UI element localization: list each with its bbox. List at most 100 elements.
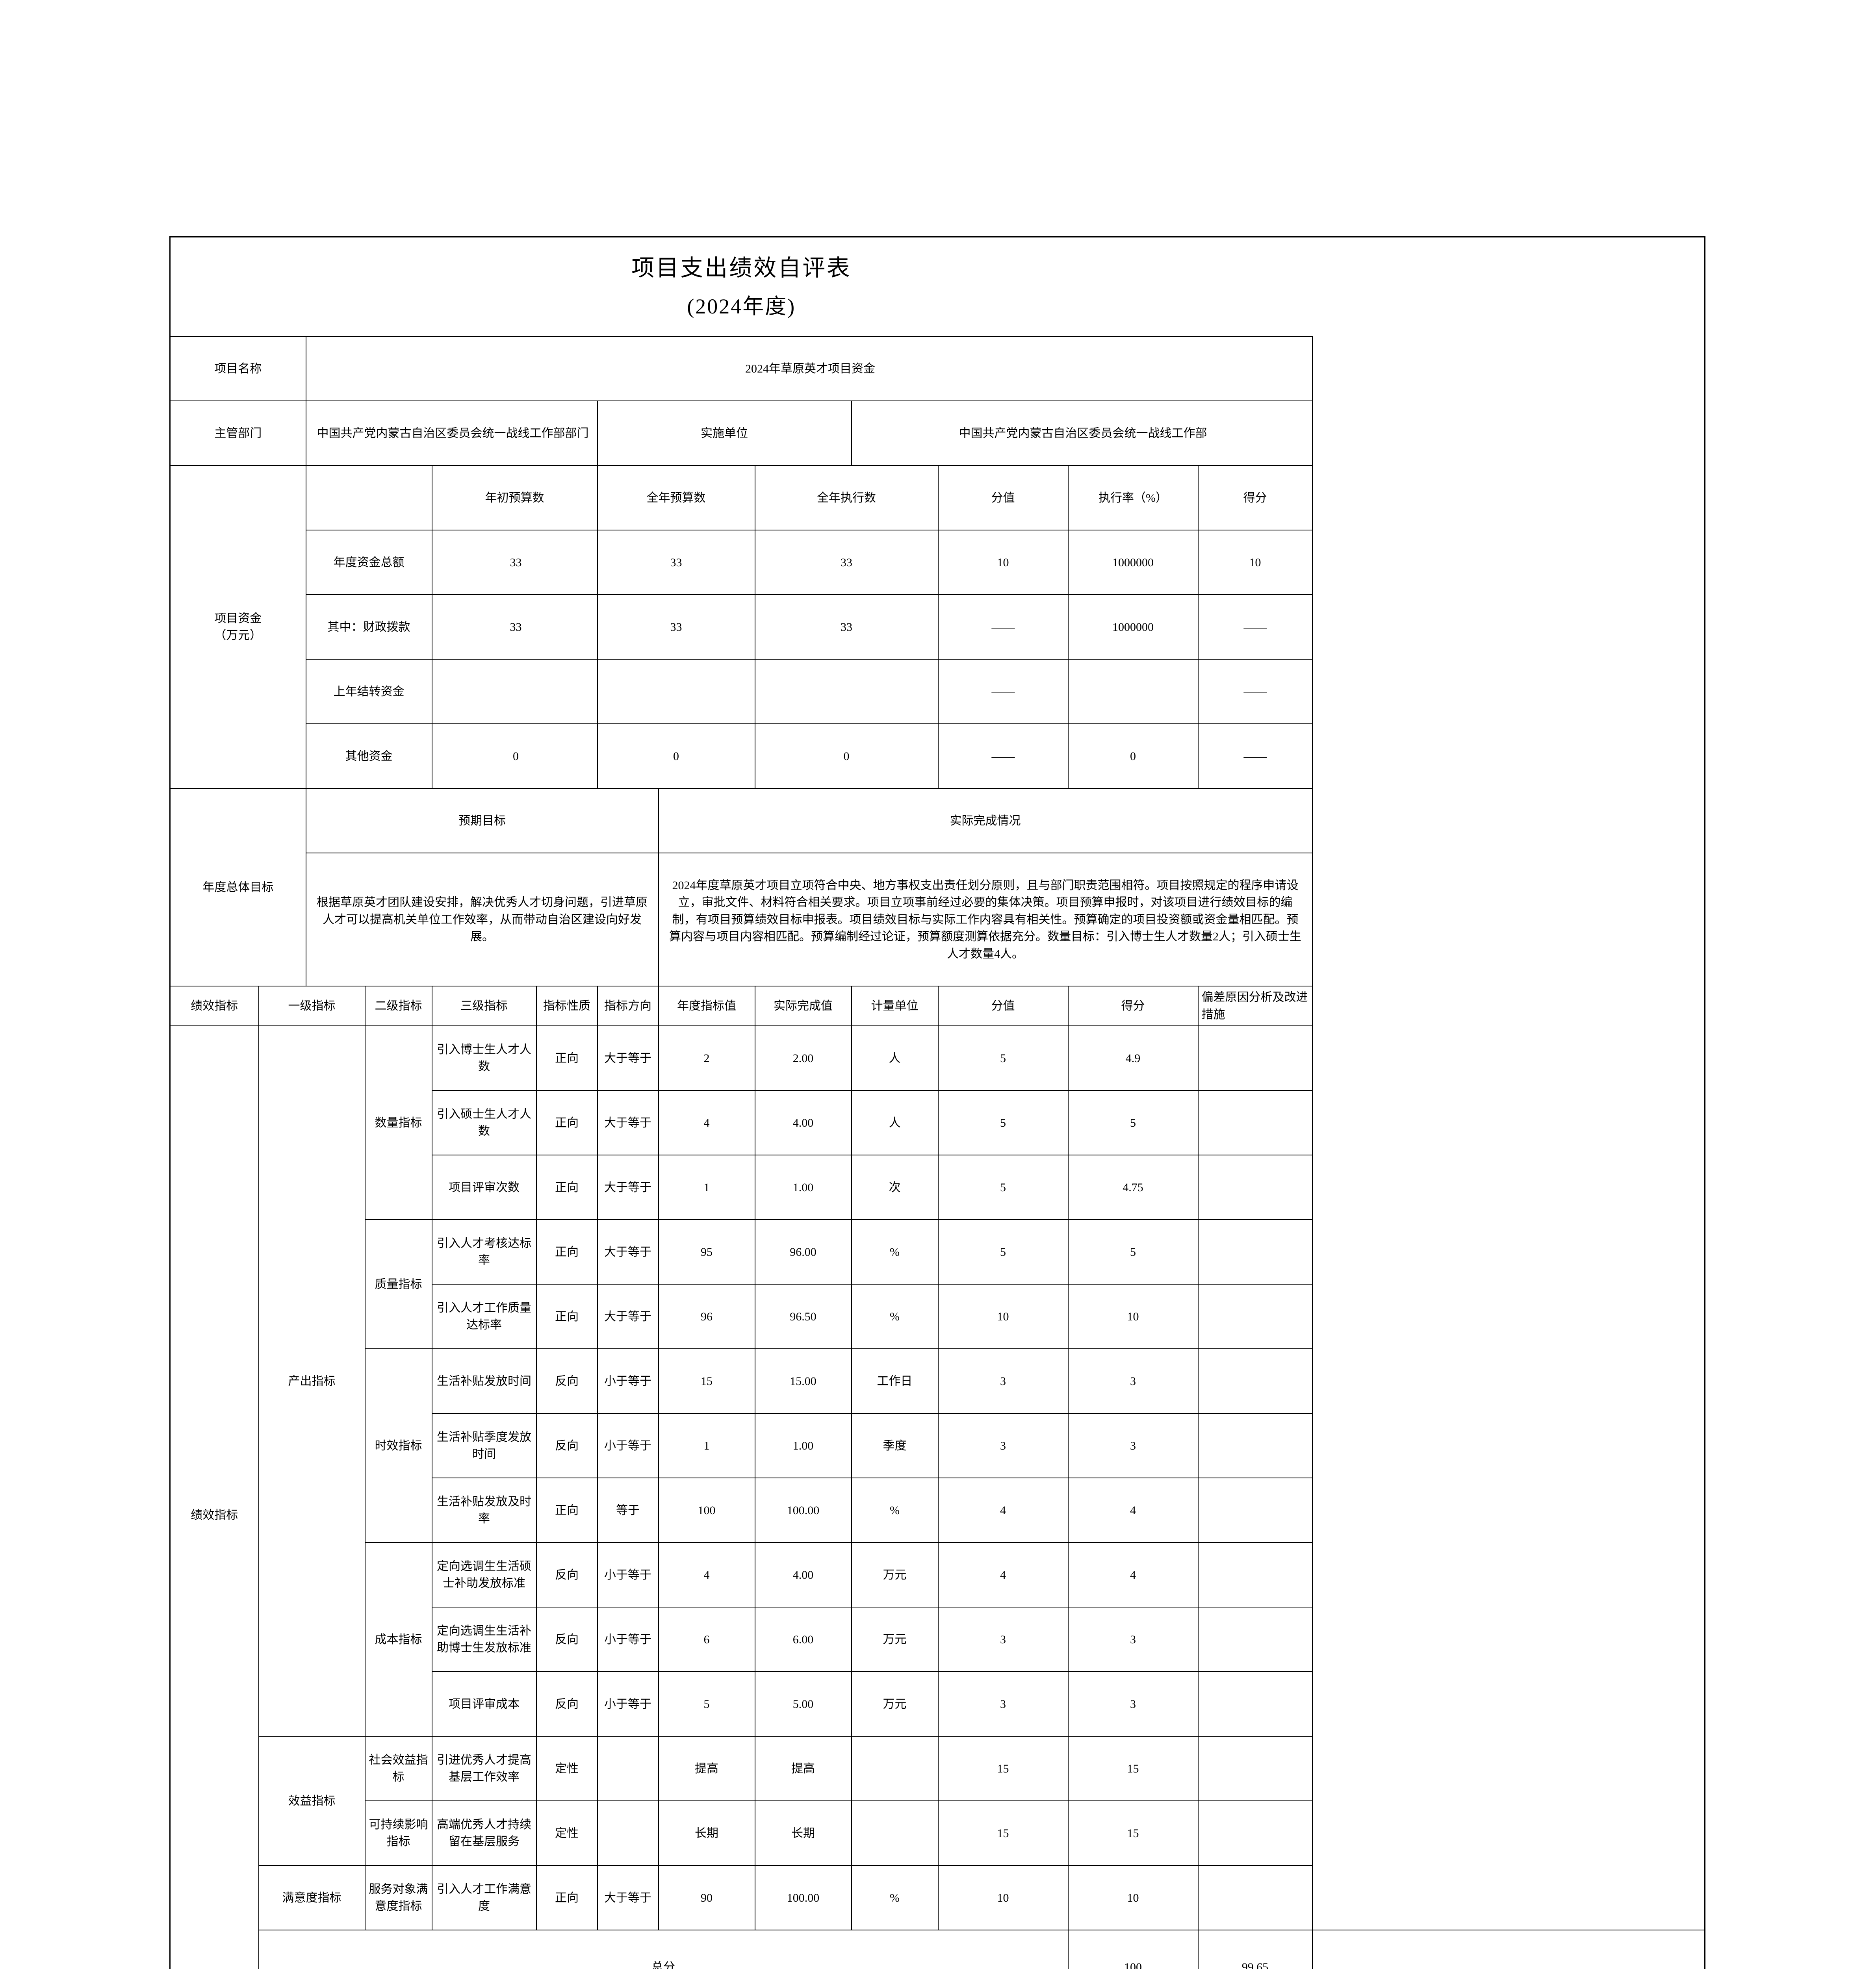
funds-total-score-value: 10 xyxy=(937,530,1069,595)
col-deviation-analysis: 偏差原因分析及改进措施 xyxy=(1197,986,1313,1027)
indicator-actual: 5.00 xyxy=(754,1671,852,1737)
indicator-annual-target: 4 xyxy=(658,1542,755,1608)
funds-total-annual-budget: 33 xyxy=(597,530,755,595)
indicator-annual-target: 90 xyxy=(658,1865,755,1931)
indicator-score: 3 xyxy=(1067,1413,1199,1479)
indicator-direction: 大于等于 xyxy=(597,1284,659,1350)
title-cell: 项目支出绩效自评表 (2024年度) xyxy=(170,237,1312,337)
col-level2: 二级指标 xyxy=(364,986,432,1027)
funds-carryover-execution-rate xyxy=(1067,659,1199,725)
indicator-nature: 反向 xyxy=(536,1348,598,1414)
indicator-unit: % xyxy=(851,1284,939,1350)
indicator-deviation xyxy=(1197,1413,1313,1479)
funds-section-title: 项目资金 xyxy=(214,612,262,625)
indicator-direction: 大于等于 xyxy=(597,1025,659,1091)
indicator-unit: % xyxy=(851,1478,939,1543)
indicator-unit: 季度 xyxy=(851,1413,939,1479)
implementing-unit-label: 实施单位 xyxy=(597,400,852,466)
indicator-deviation xyxy=(1197,1478,1313,1543)
table-row: 效益指标 社会效益指标 引进优秀人才提高基层工作效率 定性 提高 提高 15 1… xyxy=(170,1736,1705,1866)
indicator-direction: 小于等于 xyxy=(597,1671,659,1737)
indicator-unit: 万元 xyxy=(851,1607,939,1672)
indicator-direction: 小于等于 xyxy=(597,1607,659,1672)
level3-label: 定向选调生生活补助博士生发放标准 xyxy=(431,1607,537,1672)
funds-row-label-header xyxy=(305,465,432,531)
indicator-annual-target: 长期 xyxy=(658,1800,755,1866)
indicator-deviation xyxy=(1197,1800,1313,1866)
funds-carryover-annual-budget xyxy=(597,659,755,725)
expected-goal-header: 预期目标 xyxy=(305,788,659,854)
level2-quality: 质量指标 xyxy=(364,1219,432,1350)
annual-goal-label: 年度总体目标 xyxy=(169,788,306,987)
table-row: 定向选调生生活补助博士生发放标准 反向 小于等于 6 6.00 万元 3 3 xyxy=(170,1607,1705,1672)
table-row: 成本指标 定向选调生生活硕士补助发放标准 反向 小于等于 4 4.00 万元 4… xyxy=(170,1542,1705,1737)
funds-row-carryover: 上年结转资金 —— —— xyxy=(170,659,1705,725)
table-row: 满意度指标 服务对象满意度指标 引入人才工作满意度 正向 大于等于 90 100… xyxy=(170,1865,1705,1931)
funds-carryover-score: —— xyxy=(1197,659,1313,725)
indicator-actual: 100.00 xyxy=(754,1478,852,1543)
funds-label-fiscal: 其中：财政拨款 xyxy=(305,594,432,660)
title-row: 项目支出绩效自评表 (2024年度) xyxy=(170,237,1705,337)
total-row: 总分 100 99.65 xyxy=(170,1930,1705,1969)
indicator-score: 3 xyxy=(1067,1607,1199,1672)
indicator-score: 15 xyxy=(1067,1800,1199,1866)
indicator-direction: 大于等于 xyxy=(597,1155,659,1220)
funds-total-initial-budget: 33 xyxy=(431,530,598,595)
level2-service-satisfaction: 服务对象满意度指标 xyxy=(364,1865,432,1931)
indicator-score: 15 xyxy=(1067,1736,1199,1802)
level2-sustainable-impact: 可持续影响指标 xyxy=(364,1800,432,1866)
supervising-dept-value: 中国共产党内蒙古自治区委员会统一战线工作部部门 xyxy=(305,400,598,466)
funds-other-score: —— xyxy=(1197,723,1313,789)
indicator-annual-target: 提高 xyxy=(658,1736,755,1802)
indicator-nature: 正向 xyxy=(536,1025,598,1091)
indicator-score-value: 15 xyxy=(937,1800,1069,1866)
indicator-score: 4.9 xyxy=(1067,1025,1199,1091)
col-level3: 三级指标 xyxy=(431,986,537,1027)
page-subtitle: (2024年度) xyxy=(687,295,796,319)
indicator-deviation xyxy=(1197,1219,1313,1285)
funds-row-fiscal: 其中：财政拨款 33 33 33 —— 1000000 —— xyxy=(170,594,1705,660)
level3-label: 生活补贴发放及时率 xyxy=(431,1478,537,1543)
indicator-unit: 人 xyxy=(851,1025,939,1091)
funds-label-total: 年度资金总额 xyxy=(305,530,432,595)
level3-label: 生活补贴季度发放时间 xyxy=(431,1413,537,1479)
funds-other-annual-executed: 0 xyxy=(754,723,939,789)
indicator-annual-target: 6 xyxy=(658,1607,755,1672)
indicator-actual: 2.00 xyxy=(754,1025,852,1091)
actual-result-text: 2024年度草原英才项目立项符合中央、地方事权支出责任划分原则，且与部门职责范围… xyxy=(658,853,1313,987)
funds-other-score-value: —— xyxy=(937,723,1069,789)
level3-label: 引入硕士生人才人数 xyxy=(431,1090,537,1156)
indicator-actual: 100.00 xyxy=(754,1865,852,1931)
indicator-score-value: 3 xyxy=(937,1671,1069,1737)
performance-self-evaluation-table: 项目支出绩效自评表 (2024年度) 项目名称 2024年草原英才项目资金 主管… xyxy=(169,236,1705,1969)
indicator-nature: 正向 xyxy=(536,1478,598,1543)
indicator-score: 4.75 xyxy=(1067,1155,1199,1220)
indicator-direction xyxy=(597,1800,659,1866)
funds-row-other: 其他资金 0 0 0 —— 0 —— xyxy=(170,723,1705,789)
level3-label: 引入人才工作满意度 xyxy=(431,1865,537,1931)
table-row: 时效指标 生活补贴发放时间 反向 小于等于 15 15.00 工作日 3 3 xyxy=(170,1348,1705,1543)
indicator-direction: 小于等于 xyxy=(597,1542,659,1608)
level2-timeliness: 时效指标 xyxy=(364,1348,432,1543)
funds-fiscal-score-value: —— xyxy=(937,594,1069,660)
page-title: 项目支出绩效自评表 xyxy=(631,255,852,281)
level2-cost: 成本指标 xyxy=(364,1542,432,1737)
level1-satisfaction: 满意度指标 xyxy=(258,1865,366,1931)
col-score: 得分 xyxy=(1067,986,1199,1027)
indicator-nature: 正向 xyxy=(536,1865,598,1931)
level3-label: 引入人才考核达标率 xyxy=(431,1219,537,1285)
level3-label: 引入人才工作质量达标率 xyxy=(431,1284,537,1350)
table-row: 项目评审次数 正向 大于等于 1 1.00 次 5 4.75 xyxy=(170,1155,1705,1220)
indicator-nature: 正向 xyxy=(536,1219,598,1285)
funds-carryover-initial-budget xyxy=(431,659,598,725)
col-annual-target: 年度指标值 xyxy=(658,986,755,1027)
indicator-score: 5 xyxy=(1067,1219,1199,1285)
funds-col-execution-rate: 执行率（%） xyxy=(1067,465,1199,531)
indicator-nature: 反向 xyxy=(536,1542,598,1608)
funds-col-score: 得分 xyxy=(1197,465,1313,531)
indicator-score-value: 5 xyxy=(937,1090,1069,1156)
indicator-score-value: 5 xyxy=(937,1155,1069,1220)
level3-label: 引进优秀人才提高基层工作效率 xyxy=(431,1736,537,1802)
total-deviation xyxy=(1312,1930,1705,1969)
